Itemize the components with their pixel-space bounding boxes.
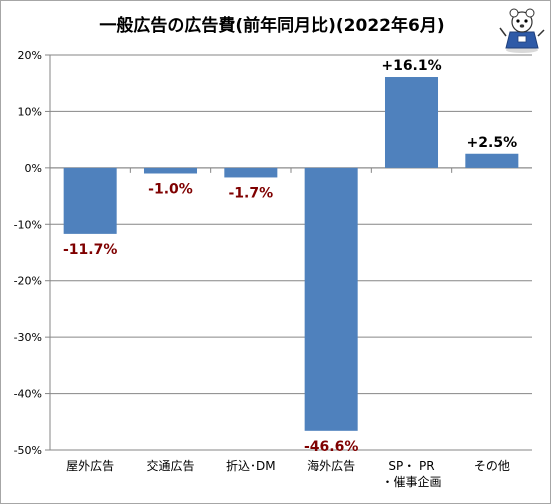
x-category-label: 折込･DM (226, 458, 276, 473)
bar (304, 167, 358, 431)
y-tick-label: -30% (14, 331, 42, 344)
bar (224, 167, 278, 178)
chart-title: 一般広告の広告費(前年同月比)(2022年6月) (99, 15, 444, 36)
bar (63, 167, 117, 234)
x-category-label: SP・ PR (388, 459, 434, 473)
data-labels: -11.7% -1.0% -1.7% -46.6% +16.1% +2.5% (63, 58, 517, 455)
mascot-character-icon (499, 8, 545, 53)
y-tick-label: 20% (18, 49, 42, 62)
y-tick-label: -20% (14, 275, 42, 288)
y-tick-labels: 20% 10% 0% -10% -20% -30% -40% -50% (14, 49, 42, 457)
x-category-label: 交通広告 (146, 458, 194, 473)
data-label: -1.7% (229, 185, 274, 201)
data-label: -11.7% (63, 242, 117, 258)
y-tick-label: 0% (25, 162, 42, 175)
bar (384, 77, 439, 168)
bars (63, 77, 519, 431)
x-category-label: その他 (474, 459, 510, 473)
grid-lines (50, 54, 532, 451)
data-label: -1.0% (148, 182, 193, 198)
axes (45, 54, 532, 451)
x-category-label: ・催事企画 (381, 474, 441, 489)
y-tick-label: -40% (14, 388, 42, 401)
x-category-label: 海外広告 (307, 458, 355, 473)
x-category-label: 屋外広告 (66, 459, 114, 473)
y-tick-label: -50% (14, 444, 42, 457)
bar (465, 153, 519, 168)
x-category-labels: 屋外広告 交通広告 折込･DM 海外広告 SP・ PR・催事企画 その他 (66, 458, 510, 489)
y-tick-label: -10% (14, 218, 42, 231)
data-label: -46.6% (304, 439, 358, 455)
data-label: +2.5% (467, 135, 518, 151)
data-label: +16.1% (381, 58, 441, 74)
y-tick-label: 10% (18, 105, 42, 118)
bar (143, 167, 198, 174)
